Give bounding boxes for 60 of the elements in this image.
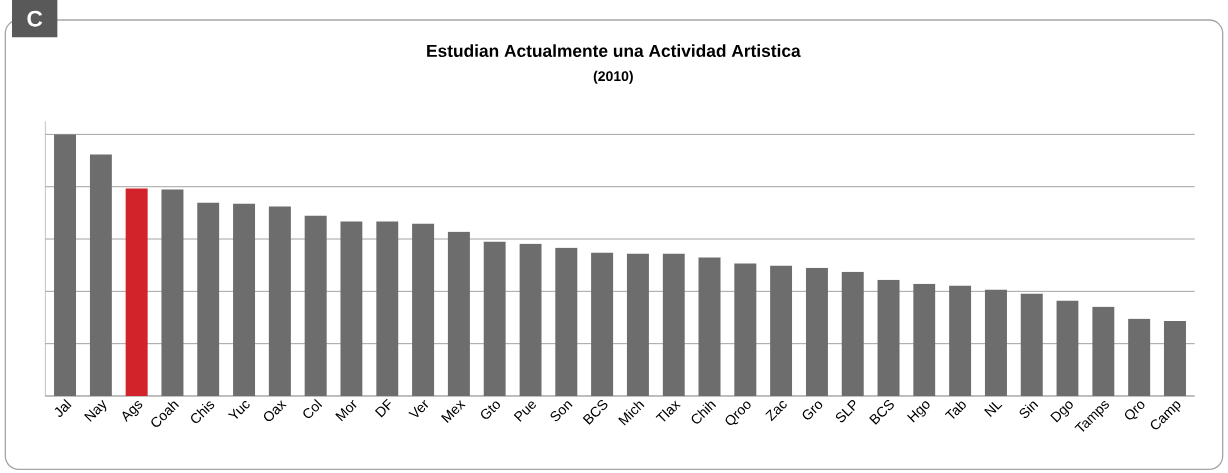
- x-tick-label: Hgo: [907, 401, 930, 423]
- x-tick-label: Tab: [944, 401, 966, 419]
- text: C: [27, 10, 43, 27]
- bar: [519, 243, 542, 396]
- x-tick-label: Nay: [84, 399, 107, 422]
- bar: [1092, 306, 1115, 396]
- x-tick-label: Dgo: [1050, 401, 1073, 423]
- x-tick-label: Ver: [408, 399, 429, 417]
- x-tick-label: Chis: [191, 401, 215, 423]
- x-tick-label: Tlax: [655, 400, 681, 422]
- x-tick-label: Ags: [122, 400, 143, 422]
- bar: [913, 283, 936, 396]
- bar: [591, 252, 614, 396]
- x-tick-label: Yuc: [227, 400, 250, 419]
- bar: [1128, 318, 1151, 396]
- bar: [770, 265, 793, 396]
- x-tick-label: Gro: [802, 401, 823, 420]
- bar: [662, 253, 685, 396]
- bar: [1056, 300, 1079, 396]
- x-tick-label: Sin: [1019, 401, 1039, 418]
- bar: [1020, 293, 1043, 396]
- x-tick-label: NL: [984, 401, 1003, 417]
- x-tick-label: Mor: [335, 399, 357, 422]
- bar: [626, 253, 649, 396]
- bar: [483, 241, 506, 396]
- x-tick-label: Son: [550, 401, 573, 422]
- bar: [949, 285, 972, 396]
- bar: [877, 279, 900, 396]
- bar: [376, 221, 399, 396]
- chart-subtitle: (2010): [593, 70, 633, 84]
- bar: [805, 267, 828, 396]
- bar: [412, 223, 435, 396]
- x-tick-label: Oax: [264, 400, 287, 421]
- x-tick-label: Col: [303, 398, 323, 418]
- bar: [125, 188, 148, 396]
- bar: [268, 206, 291, 396]
- chart-title: Estudian Actualmente una Actividad Artistica: [427, 44, 801, 57]
- bar: [1163, 320, 1186, 396]
- bar: [89, 154, 112, 396]
- x-tick-label: SLP: [835, 399, 856, 423]
- bar: [555, 247, 578, 396]
- bar: [233, 203, 256, 396]
- bar: [161, 189, 184, 396]
- bar: [734, 263, 757, 396]
- x-tick-label: Pue: [513, 401, 536, 422]
- bar: [447, 231, 470, 396]
- x-tick-label: Mex: [441, 399, 466, 423]
- bar: [54, 134, 77, 396]
- bar: [698, 257, 721, 396]
- x-tick-label: Chih: [691, 401, 717, 424]
- bar: [984, 289, 1007, 396]
- bar: [197, 202, 220, 396]
- x-tick-label: Zac: [765, 400, 787, 422]
- x-tick-label: Jal: [54, 398, 72, 417]
- bar: [841, 271, 864, 396]
- x-tick-label: Gto: [481, 401, 501, 419]
- x-tick-label: Qro: [1124, 401, 1145, 420]
- bar: [304, 215, 327, 396]
- bar: [340, 221, 363, 396]
- x-tick-label: DF: [374, 398, 391, 418]
